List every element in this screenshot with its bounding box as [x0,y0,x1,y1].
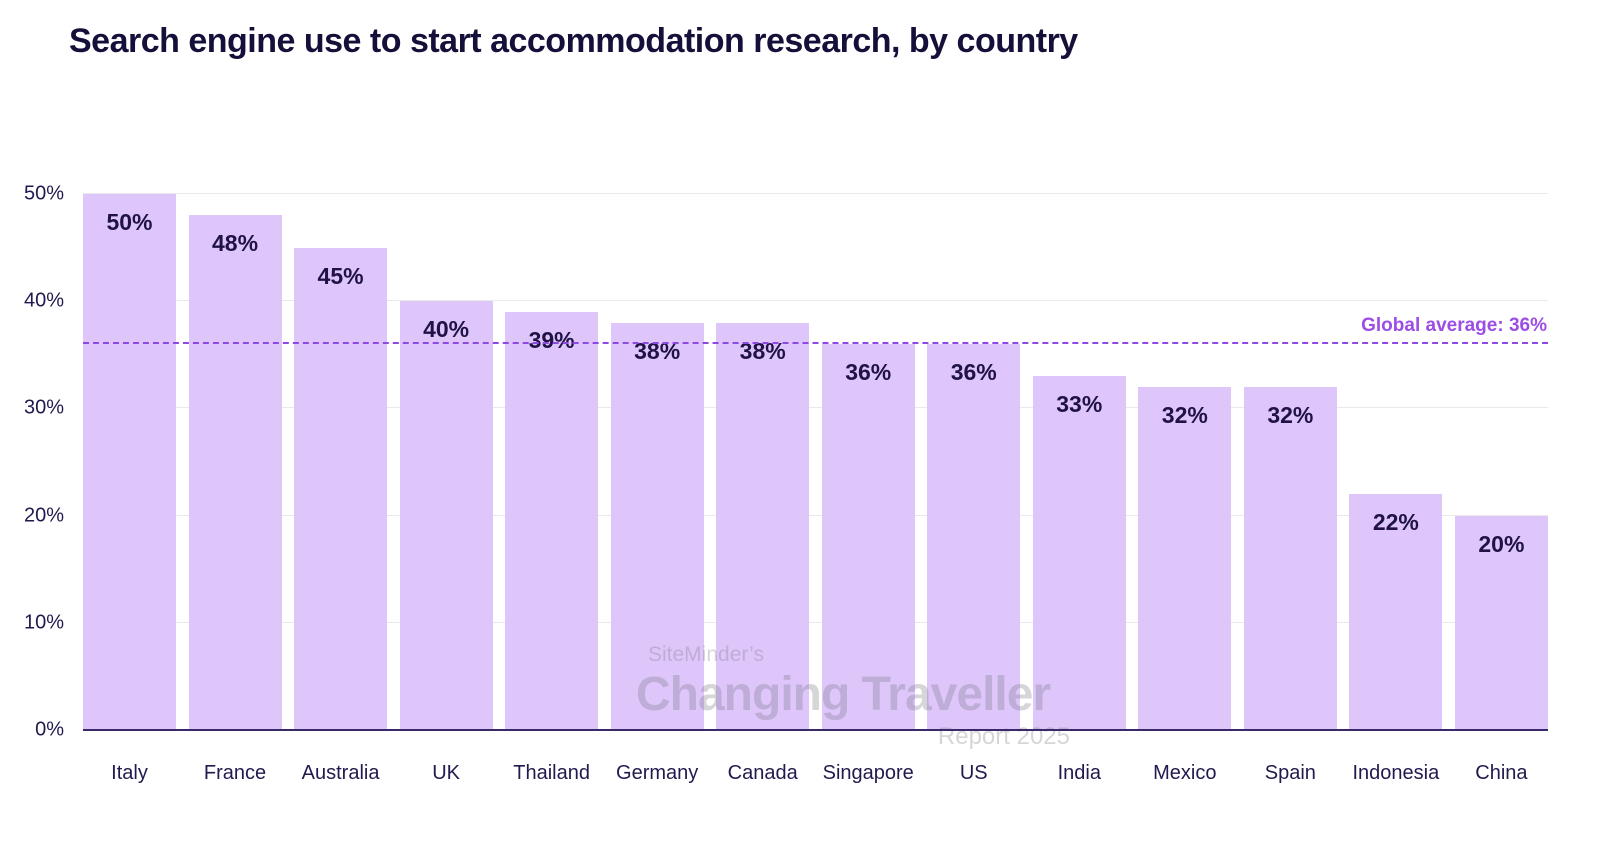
x-axis-label-india: India [1057,762,1101,784]
bars: 50% 48% 45% 40% 39% 38% 38% 36% 36% 33% 32% 32% 22% 2… [83,194,1548,730]
bar-value-label: 36% [950,359,997,386]
bar-value-label: 36% [845,359,892,386]
bar-value-label: 32% [1267,401,1314,428]
x-axis-label-spain: Spain [1264,762,1316,784]
bar-value-label: 38% [634,337,681,364]
bar-us: 36% [927,344,1021,730]
y-tick-label: 40% [23,289,64,312]
bar-indonesia: 22% [1349,494,1443,730]
gridline [83,300,1548,302]
x-axis-label-china: China [1475,762,1528,784]
x-axis-label-germany: Germany [616,762,699,784]
gridline [83,407,1548,409]
x-axis-label-singapore: Singapore [822,762,914,784]
bar-thailand: 39% [505,311,599,730]
bar-value-label: 40% [423,316,470,343]
bar-value-label: 22% [1372,509,1419,536]
y-tick-label: 30% [23,396,64,419]
global-average-label: Global average: 36% [1361,315,1547,337]
bar-italy: 50% [83,194,176,730]
bar-value-label: 45% [317,262,364,289]
bar-mexico: 32% [1138,386,1232,730]
global-average-line [83,342,1548,345]
y-tick-label: 50% [23,182,64,205]
bar-france: 48% [188,215,282,730]
bar-germany: 38% [610,322,704,730]
bar-value-label: 48% [212,230,259,257]
x-axis-label-canada: Canada [727,762,798,784]
bar-value-label: 20% [1478,530,1525,557]
bar-uk: 40% [399,301,493,730]
bar-canada: 38% [716,322,810,730]
gridline [83,193,1548,194]
x-axis-baseline [83,729,1548,731]
y-axis: 0% 10% 20% 30% 40% 50% [0,183,64,741]
bar-value-label: 33% [1056,391,1103,418]
x-axis-label-indonesia: Indonesia [1352,762,1440,784]
y-tick-label: 20% [23,504,64,527]
y-tick-label: 0% [35,718,64,741]
bar-value-label: 32% [1161,401,1208,428]
bar-india: 33% [1032,376,1126,730]
bar-singapore: 36% [821,344,915,730]
x-axis-label-us: US [959,762,988,784]
bar-value-label: 39% [528,326,575,353]
x-axis-label-australia: Australia [301,762,380,784]
bar-australia: 45% [294,247,388,730]
y-tick-label: 10% [23,611,64,634]
gridline [83,621,1548,623]
bar-spain: 32% [1243,386,1337,730]
x-axis-label-thailand: Thailand [513,762,590,784]
chart-title: Search engine use to start accommodation… [69,22,1078,60]
x-axis-label-mexico: Mexico [1153,762,1217,784]
x-axis-label-uk: UK [432,762,460,784]
bar-value-label: 38% [739,337,786,364]
bar-china: 20% [1454,515,1548,730]
bar-value-label: 50% [106,209,153,235]
plot-area: 50% 48% 45% 40% 39% 38% 38% 36% 36% 33% 32% 32% 22% 2… [83,193,1548,750]
x-axis: Italy France Australia UK Thailand Germany Can… [83,762,1548,785]
x-axis-label-italy: Italy [111,762,148,784]
gridline [83,514,1548,516]
x-axis-label-france: France [203,762,267,784]
